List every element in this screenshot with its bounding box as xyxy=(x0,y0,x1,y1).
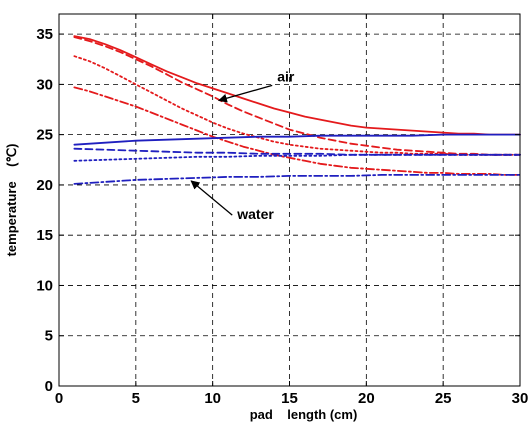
x-tick-label: 0 xyxy=(55,390,63,407)
annotation-arrow xyxy=(217,84,273,103)
tick-labels: 0 5 10 15 20 25 30 0 5 10 15 20 25 30 35 xyxy=(36,26,528,407)
series-group xyxy=(73,35,521,185)
y-tick-label: 5 xyxy=(45,328,53,345)
x-tick-label: 10 xyxy=(204,390,221,407)
x-tick-label: 15 xyxy=(281,390,298,407)
annotation-arrow xyxy=(190,180,233,216)
series-line-2 xyxy=(73,36,521,156)
y-tick-label: 25 xyxy=(36,127,53,144)
x-tick-label: 30 xyxy=(512,390,529,407)
y-tick-label: 30 xyxy=(36,76,53,93)
y-tick-label: 35 xyxy=(36,26,53,43)
x-tick-label: 5 xyxy=(132,390,140,407)
x-axis-label: pad length (cm) xyxy=(250,407,358,422)
series-line-4 xyxy=(73,86,521,176)
ticks xyxy=(58,14,521,387)
series-line-7 xyxy=(73,153,521,162)
series-line-8 xyxy=(73,173,521,185)
y-axis-label: temperature (℃) xyxy=(4,144,19,257)
series-line-1 xyxy=(73,35,521,136)
series-line-5 xyxy=(73,133,521,146)
annotation-label: air xyxy=(277,68,295,84)
y-tick-label: 20 xyxy=(36,177,53,194)
y-tick-label: 10 xyxy=(36,277,53,294)
y-tick-label: 0 xyxy=(45,378,53,395)
x-tick-label: 20 xyxy=(358,390,375,407)
y-tick-label: 15 xyxy=(36,227,53,244)
annotations: air water xyxy=(190,68,295,222)
annotation-label: water xyxy=(236,206,274,222)
series-line-6 xyxy=(73,147,521,156)
x-tick-label: 25 xyxy=(435,390,452,407)
